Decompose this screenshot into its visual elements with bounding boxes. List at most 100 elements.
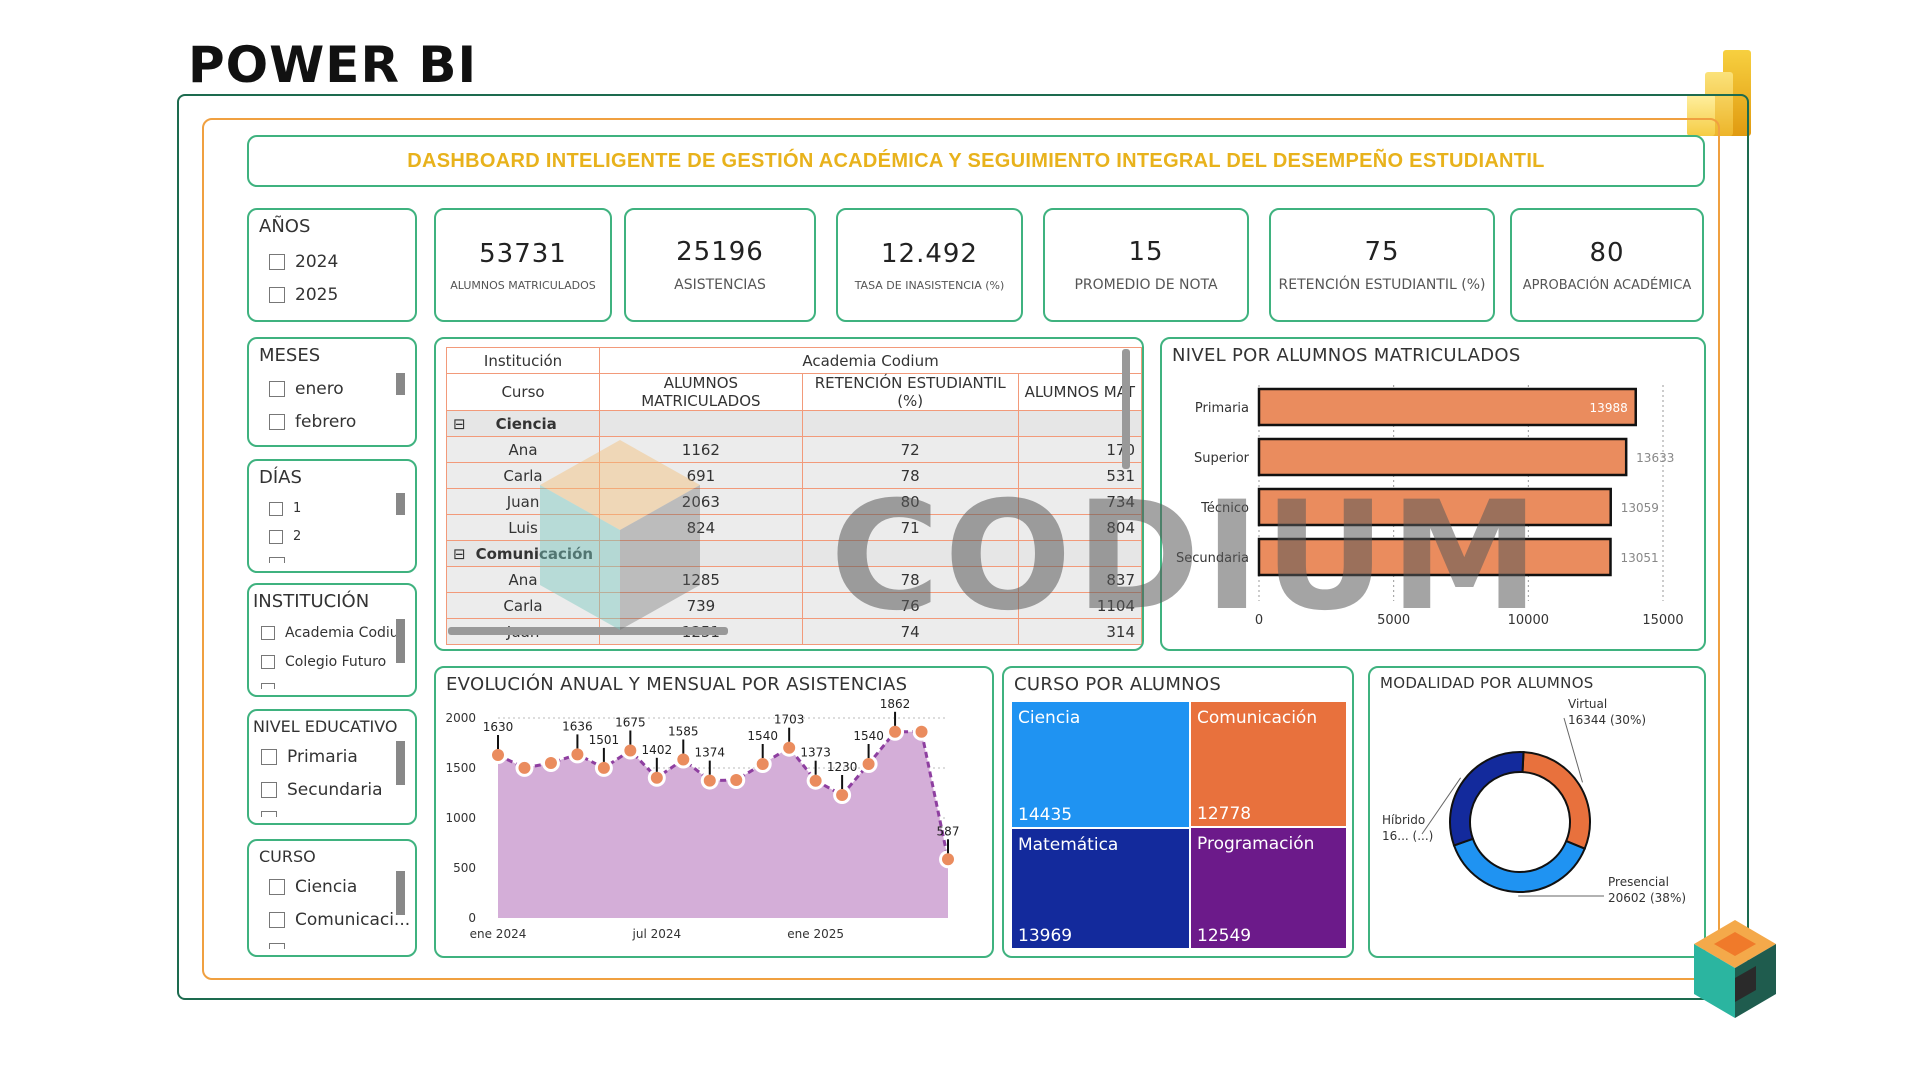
matrix-group-cell[interactable]: ⊟ Comunicación — [445, 540, 601, 567]
kpi-promedio-nota: 15 PROMEDIO DE NOTA — [1043, 208, 1249, 322]
checkbox[interactable] — [269, 287, 285, 303]
matrix-cell: 837 — [1017, 566, 1142, 593]
treemap-tile-label: Ciencia — [1018, 708, 1081, 728]
checkbox[interactable] — [269, 414, 285, 430]
treemap-tile[interactable]: Programación 12549 — [1191, 828, 1346, 948]
matrix-cell — [1017, 540, 1142, 567]
matrix-cell: 531 — [1017, 462, 1142, 489]
matrix-group-row[interactable]: ⊟ Ciencia — [445, 410, 1142, 437]
data-point — [677, 753, 690, 766]
y-tick-label: 2000 — [445, 711, 476, 725]
data-label: 1675 — [615, 716, 646, 730]
checkbox[interactable] — [261, 655, 275, 669]
x-tick-label: 0 — [1255, 613, 1263, 628]
checkbox[interactable] — [261, 782, 277, 798]
checkbox[interactable] — [261, 626, 275, 640]
slicer-scrollbar[interactable] — [396, 619, 405, 663]
slicer-scrollbar[interactable] — [396, 493, 405, 515]
treemap-tile-label: Matemática — [1018, 835, 1119, 855]
data-point — [492, 749, 504, 761]
slicer-option-2[interactable]: 2 — [269, 529, 301, 544]
data-label: 1862 — [880, 697, 911, 711]
matrix-cell: 734 — [1017, 488, 1142, 515]
dashboard-header: DASHBOARD INTELIGENTE DE GESTIÓN ACADÉMI… — [247, 135, 1705, 187]
codium-logo — [1694, 920, 1776, 1018]
category-label: Primaria — [1195, 401, 1249, 416]
matrix-cell: Luis — [445, 514, 601, 541]
data-label: 1374 — [694, 746, 725, 760]
matrix-header-cell: Academia Codium — [599, 347, 1142, 374]
slicer-option-comunicacion[interactable]: Comunicaci... — [269, 910, 409, 930]
checkbox[interactable] — [269, 501, 283, 516]
treemap-tile[interactable]: Matemática 13969 — [1012, 829, 1189, 948]
slicer-option-1[interactable]: 1 — [269, 501, 301, 516]
slicer-option-academia-codium[interactable]: Academia Codiu... — [261, 625, 401, 641]
slicer-scrollbar[interactable] — [396, 373, 405, 395]
slicer-option-enero[interactable]: enero — [269, 379, 344, 399]
checkbox[interactable] — [269, 912, 285, 928]
slicer-meses: MESES enero febrero — [247, 337, 417, 447]
data-label: 13059 — [1621, 501, 1659, 515]
data-point — [809, 774, 822, 787]
checkbox[interactable] — [261, 749, 277, 765]
checkbox[interactable] — [269, 254, 285, 270]
treemap-tile-value: 13969 — [1018, 926, 1073, 946]
slicer-option-partial[interactable] — [269, 557, 309, 563]
slicer-option-febrero[interactable]: febrero — [269, 412, 356, 432]
slice-label: Presencial — [1608, 875, 1669, 889]
power-bi-logo — [1687, 50, 1751, 136]
matrix-horizontal-scrollbar[interactable] — [448, 627, 728, 635]
collapse-icon[interactable]: ⊟ — [453, 544, 466, 563]
slicer-option-colegio-futuro[interactable]: Colegio Futuro — [261, 654, 386, 670]
data-label: 13051 — [1621, 551, 1659, 565]
data-point — [730, 774, 743, 786]
matrix-cell: Ana — [445, 566, 601, 593]
matrix-vertical-scrollbar[interactable] — [1122, 349, 1130, 469]
treemap-tile[interactable]: Ciencia 14435 — [1012, 702, 1189, 827]
slicer-option-ciencia[interactable]: Ciencia — [269, 877, 357, 897]
slicer-scrollbar[interactable] — [396, 871, 405, 915]
treemap-tile[interactable]: Comunicación 12778 — [1191, 702, 1346, 826]
matrix-group-row[interactable]: ⊟ Comunicación — [445, 540, 1142, 567]
slicer-anios: AÑOS 2024 2025 — [247, 208, 417, 322]
slice-value: 20602 (38%) — [1608, 891, 1686, 905]
matrix-header-cell: ALUMNOS MATRICULADOS — [599, 373, 803, 411]
bar-chart: 0 5000 10000 15000 Primaria 13988 Superior 1363… — [1176, 385, 1684, 628]
kpi-alumnos-matriculados: 53731 ALUMNOS MATRICULADOS — [434, 208, 612, 322]
matrix-group-cell[interactable]: ⊟ Ciencia — [445, 410, 601, 437]
matrix-cell: 2063 — [599, 488, 803, 515]
slicer-option-partial[interactable] — [269, 943, 309, 949]
treemap: Ciencia 14435 Comunicación 12778 Matemática 1… — [1012, 702, 1346, 948]
slicer-option-partial[interactable] — [261, 683, 301, 689]
category-label: Superior — [1194, 451, 1250, 466]
matrix-cell: 691 — [599, 462, 803, 489]
slicer-option-primaria[interactable]: Primaria — [261, 747, 358, 767]
chart-title: MODALIDAD POR ALUMNOS — [1380, 674, 1594, 692]
data-label: 1501 — [589, 733, 620, 747]
kpi-asistencias: 25196 ASISTENCIAS — [624, 208, 816, 322]
matrix-cell: Ana — [445, 436, 601, 463]
slicer-option-partial[interactable] — [261, 811, 301, 817]
slicer-option-2025[interactable]: 2025 — [269, 285, 338, 305]
series-line — [497, 730, 950, 860]
slicer-scrollbar[interactable] — [396, 741, 405, 785]
slicer-option-2024[interactable]: 2024 — [269, 252, 338, 272]
data-point — [597, 761, 610, 774]
checkbox[interactable] — [269, 381, 285, 397]
matrix-row: Luis 824 71 804 — [445, 514, 1142, 541]
kpi-label: ASISTENCIAS — [674, 277, 766, 293]
matrix-cell — [801, 410, 1019, 437]
checkbox[interactable] — [269, 529, 283, 544]
checkbox[interactable] — [269, 879, 285, 895]
matrix-header-row: Curso ALUMNOS MATRICULADOS RETENCIÓN EST… — [445, 373, 1142, 411]
kpi-label: ALUMNOS MATRICULADOS — [450, 278, 596, 292]
collapse-icon[interactable]: ⊟ — [453, 414, 466, 433]
matrix-cell: 824 — [599, 514, 803, 541]
y-tick-label: 0 — [468, 911, 476, 925]
bar — [1257, 437, 1628, 477]
data-label: 1630 — [483, 720, 514, 734]
treemap-panel: CURSO POR ALUMNOS Ciencia 14435 Comunicaci… — [1002, 666, 1354, 958]
kpi-aprobacion-academica: 80 APROBACIÓN ACADÉMICA — [1510, 208, 1704, 322]
bar — [1257, 487, 1612, 527]
slicer-option-secundaria[interactable]: Secundaria — [261, 780, 382, 800]
